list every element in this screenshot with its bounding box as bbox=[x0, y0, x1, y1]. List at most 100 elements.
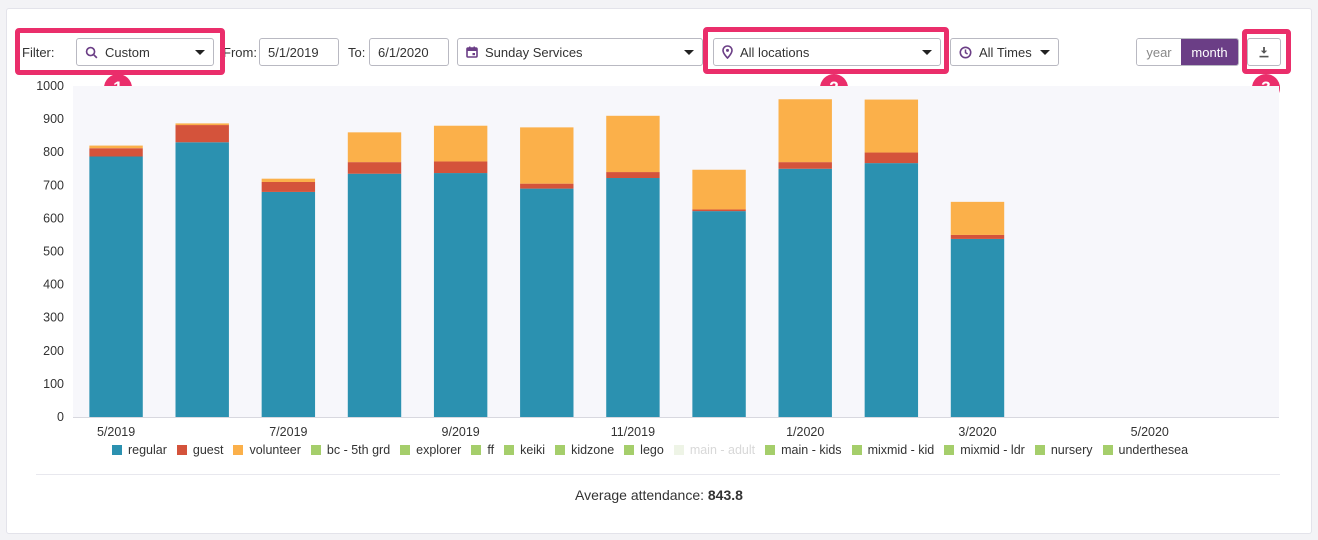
year-toggle-button[interactable]: year bbox=[1137, 39, 1181, 65]
legend-item[interactable]: keiki bbox=[504, 443, 545, 457]
bar-guest-9-2019 bbox=[433, 161, 488, 174]
bar-volunteer-10-2019 bbox=[520, 127, 574, 184]
bar-guest-5-2019 bbox=[89, 148, 143, 157]
bar-regular-9-2019 bbox=[433, 173, 488, 417]
from-label: From: bbox=[223, 45, 257, 60]
legend-label: mixmid - kid bbox=[867, 443, 935, 457]
filter-select[interactable]: Custom bbox=[76, 38, 214, 66]
legend-item[interactable]: lego bbox=[624, 443, 664, 457]
highlight-box-filter bbox=[15, 28, 225, 75]
y-tick-label: 300 bbox=[43, 311, 64, 325]
to-date-value: 6/1/2020 bbox=[378, 44, 429, 60]
legend-label: explorer bbox=[416, 443, 462, 457]
legend-item[interactable]: regular bbox=[111, 443, 167, 457]
x-tick-label: 5/2019 bbox=[97, 425, 135, 439]
bar-guest-10-2019 bbox=[520, 183, 574, 189]
bar-regular-12-2019 bbox=[692, 211, 746, 417]
bar-regular-5-2019 bbox=[89, 156, 143, 418]
plot-area bbox=[73, 86, 1279, 417]
legend-item[interactable]: bc - 5th grd bbox=[310, 443, 390, 457]
legend-swatch bbox=[1102, 445, 1113, 455]
y-tick-label: 500 bbox=[43, 245, 64, 259]
chevron-down-icon bbox=[684, 49, 694, 55]
bar-guest-8-2019 bbox=[347, 162, 402, 174]
legend-swatch bbox=[851, 445, 862, 455]
from-date-input[interactable]: 5/1/2019 bbox=[259, 38, 339, 66]
average-value: 843.8 bbox=[707, 487, 743, 503]
y-tick-label: 1000 bbox=[36, 79, 64, 93]
average-attendance: Average attendance: 843.8 bbox=[0, 487, 1318, 503]
chevron-down-icon bbox=[1040, 49, 1050, 55]
legend-item[interactable]: guest bbox=[176, 443, 223, 457]
divider bbox=[36, 474, 1280, 475]
chart-legend: regular guest volunteer bc - 5th grd explore… bbox=[0, 443, 1300, 457]
legend-swatch bbox=[624, 445, 635, 455]
x-tick-label: 9/2019 bbox=[442, 425, 480, 439]
clock-icon bbox=[959, 46, 972, 58]
bar-regular-8-2019 bbox=[347, 173, 402, 417]
attendance-chart: 0 100 200 300 400 500 600 700 800 900 1000 5/2019 7/… bbox=[36, 79, 1279, 439]
bar-regular-2-2020 bbox=[864, 163, 919, 417]
x-tick-label: 3/2020 bbox=[958, 425, 996, 439]
filter-value: Custom bbox=[105, 44, 150, 60]
bar-volunteer-5-2019 bbox=[89, 145, 143, 149]
legend-label: nursery bbox=[1050, 443, 1093, 457]
legend-item[interactable]: underthesea bbox=[1102, 443, 1189, 457]
legend-item[interactable]: main - kids bbox=[765, 443, 842, 457]
location-pin-icon bbox=[722, 45, 733, 59]
bar-volunteer-6-2019 bbox=[175, 123, 229, 126]
legend-swatch bbox=[471, 445, 482, 455]
x-tick-label: 5/2020 bbox=[1131, 425, 1169, 439]
bar-regular-7-2019 bbox=[261, 191, 316, 417]
bar-regular-11-2019 bbox=[606, 178, 660, 417]
download-button[interactable] bbox=[1247, 38, 1281, 66]
location-select[interactable]: All locations bbox=[713, 38, 941, 66]
y-tick-label: 0 bbox=[57, 410, 64, 424]
legend-item[interactable]: mixmid - ldr bbox=[944, 443, 1025, 457]
to-label: To: bbox=[348, 45, 366, 60]
bar-guest-12-2019 bbox=[692, 209, 746, 212]
time-select[interactable]: All Times bbox=[950, 38, 1059, 66]
highlight-box-location bbox=[703, 27, 949, 74]
legend-item[interactable]: nursery bbox=[1034, 443, 1093, 457]
bar-guest-2-2020 bbox=[864, 152, 919, 164]
filter-label: Filter: bbox=[22, 45, 55, 60]
legend-label: main - adult bbox=[689, 443, 756, 457]
average-label: Average attendance: bbox=[575, 487, 704, 503]
bar-regular-10-2019 bbox=[520, 188, 574, 417]
bar-volunteer-3-2020 bbox=[950, 201, 1005, 235]
bar-volunteer-7-2019 bbox=[261, 178, 316, 182]
legend-item[interactable]: explorer bbox=[400, 443, 461, 457]
bar-volunteer-1-2020 bbox=[778, 99, 832, 163]
service-select[interactable]: Sunday Services bbox=[457, 38, 703, 66]
legend-label: underthesea bbox=[1118, 443, 1189, 457]
from-date-value: 5/1/2019 bbox=[268, 44, 319, 60]
bar-regular-3-2020 bbox=[950, 238, 1005, 417]
x-tick-label: 7/2019 bbox=[269, 425, 307, 439]
bar-guest-6-2019 bbox=[175, 125, 229, 143]
service-value: Sunday Services bbox=[485, 44, 583, 60]
legend-swatch bbox=[944, 445, 955, 455]
legend-swatch bbox=[400, 445, 411, 455]
bar-regular-6-2019 bbox=[175, 142, 229, 417]
month-toggle-button[interactable]: month bbox=[1181, 39, 1238, 65]
legend-swatch bbox=[233, 445, 244, 455]
to-date-input[interactable]: 6/1/2020 bbox=[369, 38, 449, 66]
bar-volunteer-12-2019 bbox=[692, 169, 746, 210]
legend-item[interactable]: mixmid - kid bbox=[851, 443, 935, 457]
legend-item[interactable]: main - adult bbox=[673, 443, 756, 457]
y-tick-label: 700 bbox=[43, 178, 64, 192]
chevron-down-icon bbox=[922, 49, 932, 55]
y-tick-label: 900 bbox=[43, 112, 64, 126]
legend-swatch bbox=[555, 445, 566, 455]
legend-item[interactable]: kidzone bbox=[555, 443, 614, 457]
legend-item[interactable]: volunteer bbox=[233, 443, 301, 457]
legend-label: main - kids bbox=[781, 443, 842, 457]
legend-item[interactable]: ff bbox=[471, 443, 494, 457]
legend-label: lego bbox=[640, 443, 664, 457]
highlight-box-download bbox=[1242, 29, 1291, 74]
y-tick-label: 400 bbox=[43, 278, 64, 292]
bar-guest-7-2019 bbox=[261, 181, 316, 192]
calendar-icon bbox=[466, 46, 478, 58]
legend-swatch bbox=[111, 445, 122, 455]
